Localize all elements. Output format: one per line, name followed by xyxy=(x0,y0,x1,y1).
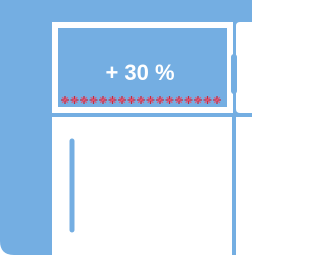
door-bottom xyxy=(236,117,268,265)
door-top xyxy=(236,22,268,113)
door-top-handle xyxy=(231,54,237,94)
fridge-body xyxy=(52,117,232,265)
badge-label: + 30 % xyxy=(105,60,174,85)
fridge-icon: + 30 % xyxy=(0,0,268,265)
